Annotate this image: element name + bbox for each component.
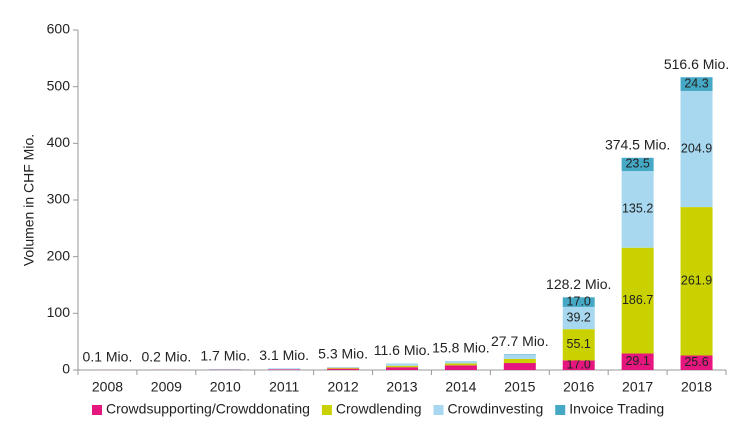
legend-label: Crowdinvesting (448, 401, 544, 417)
bar-segment (621, 353, 654, 370)
bar-segment (503, 354, 536, 355)
bar-segment (621, 171, 654, 248)
bar-segment (444, 365, 477, 370)
total-label: 11.6 Mio. (374, 342, 431, 358)
data-label: 135.2 (622, 202, 653, 216)
y-tick-label: 0 (62, 361, 70, 377)
bar-segment (209, 369, 242, 370)
bar-segment (386, 363, 418, 366)
bar-segment (327, 366, 360, 368)
y-tick-label: 600 (47, 21, 71, 37)
bar-segment (327, 368, 360, 370)
legend-label: Invoice Trading (569, 401, 664, 417)
y-tick-label: 200 (47, 247, 71, 263)
data-label: 186.7 (622, 293, 653, 307)
total-label: 27.7 Mio. (491, 333, 549, 349)
bar-segment (562, 360, 595, 370)
data-label: 24.3 (684, 76, 708, 90)
x-tick-label: 2012 (328, 379, 359, 395)
legend-swatch (92, 405, 102, 415)
total-label: 374.5 Mio. (605, 136, 670, 152)
x-tick-label: 2018 (681, 379, 712, 395)
y-tick-label: 400 (47, 134, 71, 150)
bar-segment (562, 306, 595, 330)
total-label: 0.1 Mio. (83, 349, 133, 365)
legend-label: Crowdlending (336, 401, 422, 417)
total-label: 15.8 Mio. (432, 340, 490, 356)
total-label: 128.2 Mio. (546, 276, 611, 292)
data-label: 39.2 (567, 310, 591, 324)
x-tick-label: 2016 (563, 379, 594, 395)
bar-segment (562, 297, 595, 307)
data-label: 55.1 (567, 337, 591, 351)
x-tick-label: 2008 (92, 379, 123, 395)
x-tick-label: 2013 (386, 379, 417, 395)
x-tick-label: 2010 (210, 379, 241, 395)
data-label: 17.0 (567, 294, 591, 308)
y-tick-label: 100 (47, 304, 71, 320)
bar-segment (680, 77, 713, 91)
bar-segment (268, 369, 301, 370)
legend-swatch (321, 405, 332, 415)
y-axis-label: Volumen in CHF Mio. (21, 134, 37, 266)
total-label: 1.7 Mio. (200, 348, 250, 364)
data-label: 29.1 (625, 354, 649, 368)
bar-segment (503, 354, 536, 359)
x-tick-label: 2015 (504, 379, 535, 395)
data-label: 204.9 (681, 141, 712, 155)
data-label: 17.0 (567, 357, 591, 371)
bar-segment (621, 157, 654, 172)
data-label: 23.5 (625, 157, 649, 171)
bar-segment (562, 329, 595, 361)
bar-segment (444, 363, 477, 366)
x-tick-label: 2014 (445, 379, 476, 395)
bar-segment (327, 367, 360, 369)
legend-label: Crowdsupporting/Crowddonating (106, 401, 310, 417)
y-tick-label: 500 (47, 77, 71, 93)
data-label: 261.9 (681, 274, 712, 288)
bar-segment (268, 368, 301, 370)
data-label: 25.6 (684, 355, 708, 369)
x-tick-label: 2011 (269, 379, 299, 395)
total-label: 5.3 Mio. (318, 346, 368, 362)
bar-segment (386, 367, 418, 370)
bar-segment (444, 361, 477, 364)
bar-segment (386, 365, 418, 368)
total-label: 3.1 Mio. (259, 347, 309, 363)
bar-segment (503, 363, 536, 370)
legend-swatch (555, 405, 566, 415)
x-tick-label: 2017 (622, 379, 653, 395)
x-tick-label: 2009 (151, 379, 182, 395)
legend-swatch (433, 405, 444, 415)
bar-segment (680, 207, 713, 356)
total-label: 516.6 Mio. (664, 56, 729, 72)
total-label: 0.2 Mio. (141, 349, 191, 365)
y-tick-label: 300 (47, 191, 71, 207)
bar-segment (621, 247, 654, 354)
bar-segment (680, 355, 713, 370)
bar-segment (680, 90, 713, 208)
bar-segment (503, 358, 536, 364)
